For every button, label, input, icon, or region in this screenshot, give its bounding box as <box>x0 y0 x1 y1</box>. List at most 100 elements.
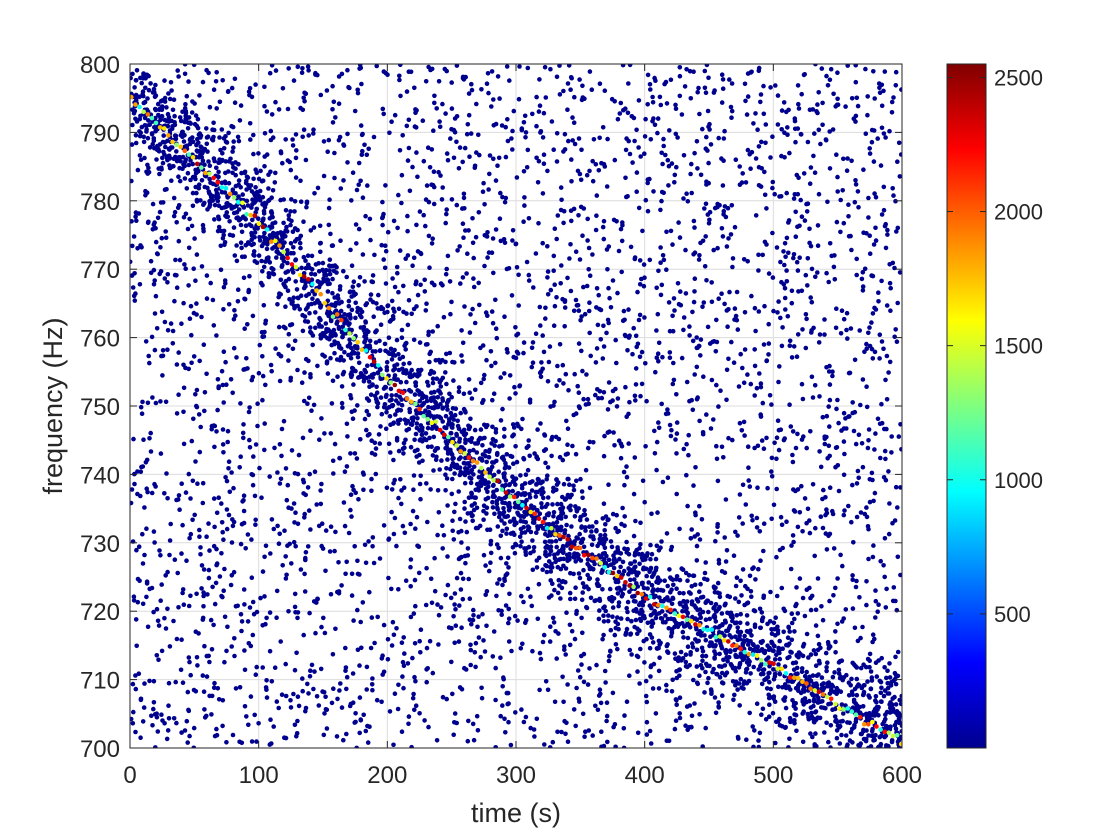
scatter-point <box>774 435 780 441</box>
scatter-point <box>881 184 887 190</box>
scatter-point <box>655 510 660 515</box>
scatter-point <box>772 699 778 704</box>
scatter-point <box>280 263 285 268</box>
scatter-point <box>243 223 249 228</box>
scatter-point <box>230 187 236 192</box>
scatter-point <box>626 566 631 571</box>
scatter-point <box>517 534 523 540</box>
scatter-point <box>748 70 753 75</box>
scatter-point <box>611 724 616 730</box>
scatter-point <box>456 166 462 171</box>
scatter-point <box>815 270 820 275</box>
scatter-point <box>231 316 237 322</box>
scatter-point <box>761 83 766 89</box>
scatter-point <box>585 445 591 451</box>
scatter-point <box>579 348 584 354</box>
scatter-point <box>142 505 147 510</box>
scatter-point <box>353 711 358 716</box>
scatter-point <box>358 619 364 625</box>
scatter-point <box>786 218 792 223</box>
scatter-point <box>613 642 619 647</box>
scatter-point <box>313 630 318 636</box>
scatter-point <box>318 249 323 255</box>
scatter-point <box>661 143 666 149</box>
scatter-point <box>537 77 542 82</box>
scatter-point <box>754 385 760 391</box>
scatter-point <box>385 657 391 662</box>
scatter-point <box>698 240 703 246</box>
scatter-point <box>172 272 178 278</box>
scatter-point <box>737 492 743 497</box>
scatter-point <box>130 259 133 265</box>
scatter-point <box>763 140 768 146</box>
scatter-point <box>581 396 586 402</box>
scatter-point <box>462 304 467 309</box>
scatter-point <box>672 180 677 185</box>
scatter-point <box>490 424 495 430</box>
scatter-point <box>184 558 189 563</box>
scatter-point <box>779 127 784 132</box>
scatter-point <box>212 680 217 686</box>
scatter-point <box>406 714 412 719</box>
scatter-point <box>221 284 227 290</box>
scatter-point <box>704 182 709 187</box>
scatter-point <box>674 702 679 708</box>
scatter-point <box>402 530 408 536</box>
scatter-point <box>399 172 405 178</box>
scatter-point <box>369 682 375 687</box>
scatter-point <box>626 307 631 312</box>
scatter-point <box>440 694 446 700</box>
scatter-point <box>650 640 656 645</box>
scatter-point <box>225 439 230 445</box>
scatter-point <box>643 566 649 572</box>
scatter-point <box>769 640 775 646</box>
scatter-point <box>173 257 178 263</box>
scatter-point <box>529 345 535 351</box>
scatter-point <box>526 438 531 443</box>
scatter-point <box>815 102 820 107</box>
scatter-point <box>427 265 432 271</box>
scatter-point <box>747 484 753 489</box>
scatter-point <box>353 300 359 306</box>
scatter-point <box>490 320 496 326</box>
scatter-point <box>805 255 811 261</box>
scatter-point <box>542 432 547 437</box>
scatter-point <box>391 531 397 537</box>
scatter-point <box>223 475 228 480</box>
scatter-point <box>816 191 822 197</box>
scatter-point <box>889 110 895 115</box>
scatter-point <box>789 620 795 626</box>
scatter-point <box>548 287 554 293</box>
scatter-point <box>286 358 291 363</box>
scatter-point <box>279 426 285 432</box>
scatter-point <box>690 641 695 646</box>
scatter-point <box>162 491 167 496</box>
scatter-point <box>322 630 328 636</box>
scatter-point <box>720 77 726 82</box>
scatter-point <box>799 214 805 219</box>
scatter-point <box>267 70 273 76</box>
scatter-point <box>179 481 184 487</box>
scatter-point <box>813 525 818 531</box>
scatter-point <box>740 521 745 526</box>
scatter-point <box>758 384 764 390</box>
scatter-point <box>454 202 460 208</box>
scatter-point <box>243 546 248 551</box>
scatter-point <box>356 226 362 232</box>
scatter-point <box>167 552 172 558</box>
scatter-point <box>133 214 138 219</box>
scatter-point <box>865 112 870 118</box>
scatter-point <box>834 306 839 312</box>
scatter-point <box>162 78 167 83</box>
scatter-point <box>721 455 726 460</box>
scatter-point <box>624 474 630 480</box>
scatter-point <box>553 434 559 440</box>
scatter-point <box>427 359 432 365</box>
scatter-point <box>719 645 725 651</box>
scatter-point <box>447 279 453 284</box>
scatter-point <box>692 150 697 156</box>
scatter-point <box>411 611 417 616</box>
scatter-point <box>369 362 375 368</box>
scatter-point <box>723 497 729 502</box>
scatter-point <box>872 96 877 101</box>
